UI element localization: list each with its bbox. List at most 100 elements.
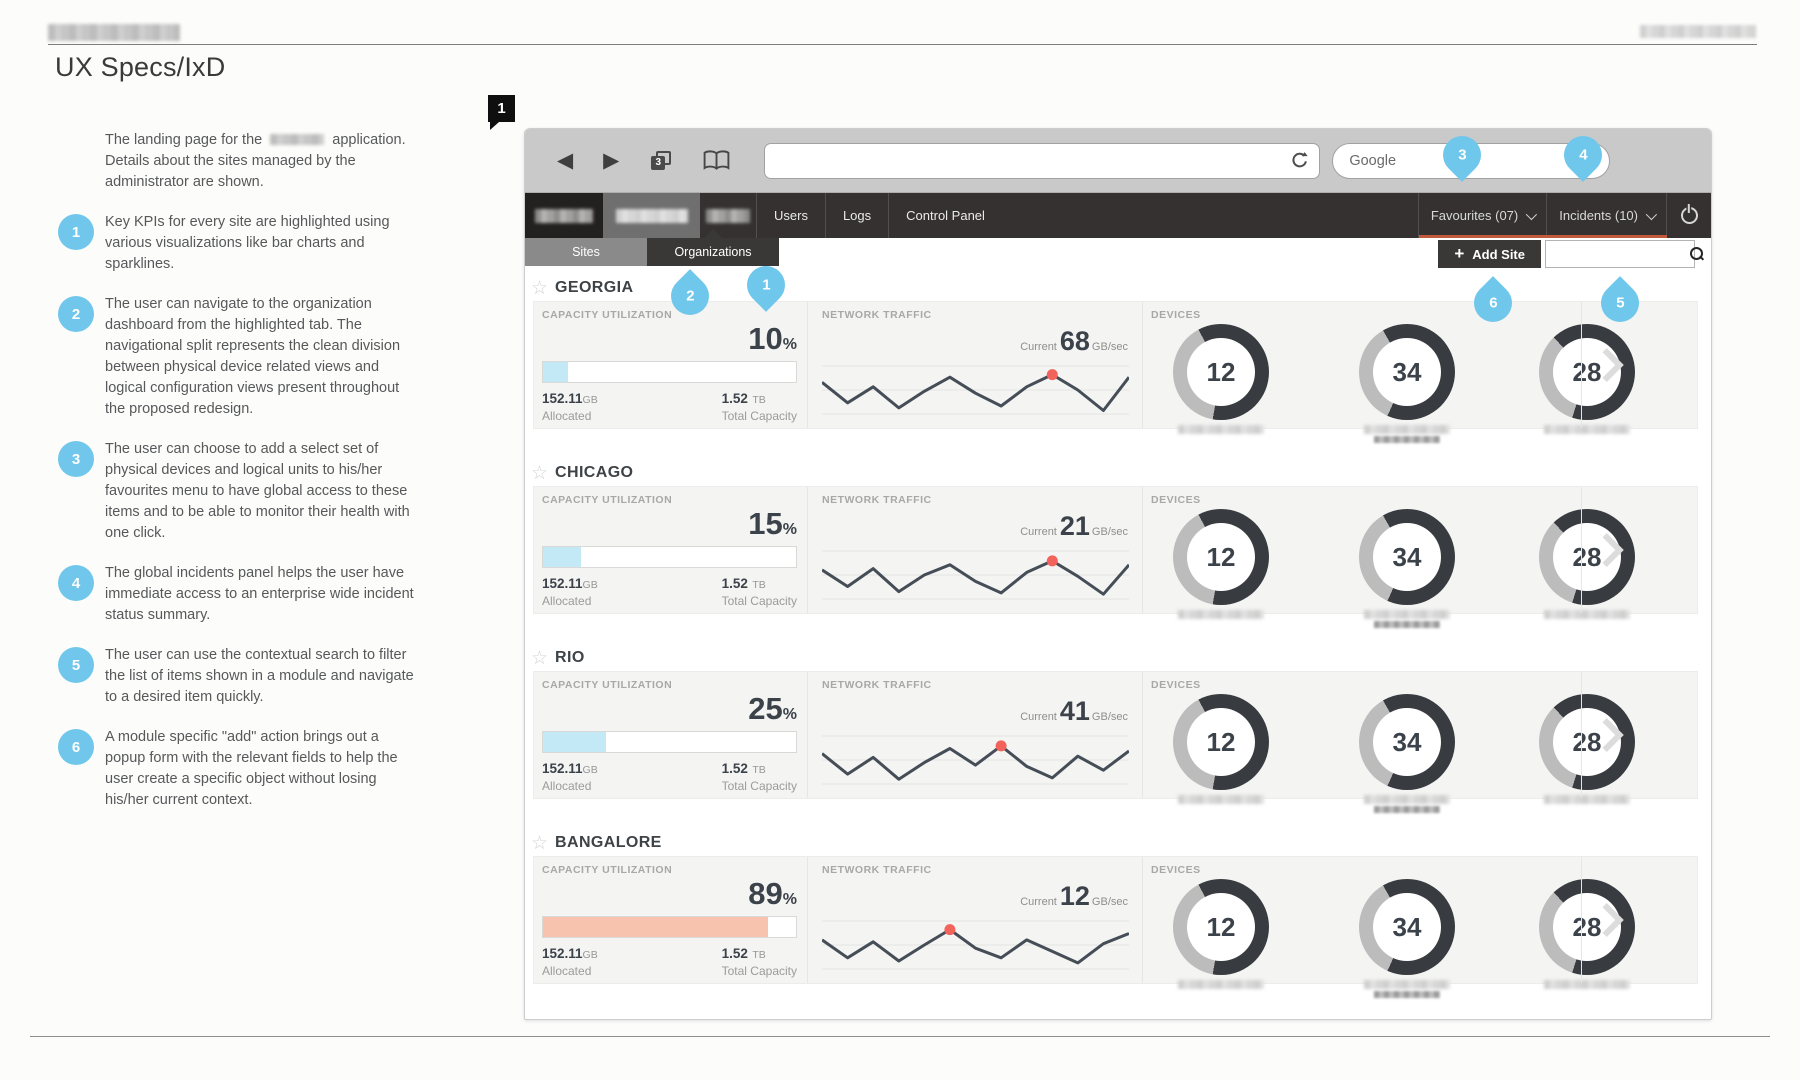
redacted-header-right	[1640, 25, 1756, 38]
annotation-text: The user can choose to add a select set …	[105, 441, 410, 541]
nav-tab-logs[interactable]: Logs	[824, 193, 888, 238]
current-point-dot	[944, 924, 956, 936]
app-navbar: Users Logs Control Panel Favourites (07)…	[525, 193, 1711, 238]
device-count-value: 34	[1373, 523, 1441, 591]
bookmarks-icon[interactable]	[703, 150, 730, 171]
device-donut: 12	[1173, 324, 1269, 443]
redacted-device-type-label-2	[1374, 621, 1440, 628]
capacity-bar-fill	[543, 732, 607, 752]
current-traffic-value: 21	[1059, 511, 1090, 541]
total-stat: 1.52 TB Total Capacity	[722, 945, 797, 978]
redacted-device-type-label	[1178, 610, 1264, 619]
total-label: Total Capacity	[721, 594, 797, 608]
favourite-star-icon[interactable]: ☆	[531, 831, 549, 854]
redacted-device-type-label	[1178, 425, 1264, 434]
allocated-stat: 152.11GB Allocated	[542, 390, 598, 423]
devices-column: DEVICES 12 34 28	[1142, 857, 1640, 998]
capacity-bar-fill	[543, 917, 769, 937]
percent-sign: %	[782, 891, 797, 908]
redacted-device-type-label	[1364, 610, 1450, 619]
site-details-link[interactable]	[1581, 857, 1640, 983]
global-menus: Favourites (07) Incidents (10)	[1417, 193, 1668, 238]
address-bar[interactable]	[764, 142, 1321, 179]
nav-tab-users[interactable]: Users	[756, 193, 825, 238]
site-details-link[interactable]	[1581, 672, 1640, 798]
device-count-ring: 34	[1359, 324, 1455, 420]
browser-forward-button[interactable]: ▶	[603, 148, 620, 172]
nav-tab-redacted-1[interactable]	[525, 193, 603, 238]
redacted-device-type-label	[1364, 425, 1450, 434]
redacted-header-left	[48, 24, 180, 41]
active-tab-caret	[704, 229, 722, 238]
device-count-ring: 28	[1539, 694, 1635, 790]
favourite-star-icon[interactable]: ☆	[531, 646, 549, 669]
current-traffic: Current 41 GB/sec	[822, 696, 1128, 726]
redacted-device-type-label	[1544, 795, 1630, 804]
callout-pin-4: 4	[1556, 128, 1610, 182]
logout-button[interactable]	[1667, 193, 1711, 238]
site-kpi-card: CAPACITY UTILIZATION 89% 152.11GB Alloca…	[533, 856, 1698, 998]
device-count-value: 34	[1373, 338, 1441, 406]
favourites-menu[interactable]: Favourites (07)	[1419, 193, 1548, 238]
allocated-label: Allocated	[542, 409, 592, 423]
device-count-ring: 28	[1539, 879, 1635, 975]
devices-column: DEVICES 12 34 28	[1142, 302, 1640, 443]
device-count-value: 12	[1187, 338, 1255, 406]
allocated-unit: GB	[582, 579, 598, 591]
browser-back-button[interactable]: ◀	[557, 148, 574, 172]
allocated-value: 152.11	[542, 576, 583, 591]
site-details-link[interactable]	[1581, 487, 1640, 613]
favourite-star-icon[interactable]: ☆	[531, 461, 549, 484]
capacity-title: CAPACITY UTILIZATION	[542, 864, 673, 876]
capacity-percent: 25%	[542, 691, 797, 729]
nav-tab-control-panel[interactable]: Control Panel	[888, 193, 1002, 238]
device-count-value: 12	[1187, 708, 1255, 776]
device-donuts: 12 34 28	[1151, 509, 1635, 628]
annotation-list: 1 Key KPIs for every site are highlighted…	[58, 212, 450, 811]
capacity-column: CAPACITY UTILIZATION 89% 152.11GB Alloca…	[534, 857, 807, 983]
capacity-column: CAPACITY UTILIZATION 15% 152.11GB Alloca…	[534, 487, 807, 613]
traffic-title: NETWORK TRAFFIC	[822, 309, 932, 321]
reload-icon[interactable]	[1290, 151, 1309, 170]
tab-sites[interactable]: Sites	[525, 238, 647, 266]
contextual-search-input[interactable]	[1500, 241, 1688, 267]
nav-tab-redacted-2-highlighted[interactable]	[603, 193, 700, 238]
redacted-device-type-label	[1544, 610, 1630, 619]
redacted-device-type-label	[1364, 795, 1450, 804]
allocated-unit: GB	[582, 394, 598, 406]
tab-organizations[interactable]: Organizations	[647, 229, 779, 266]
callout-pin-1: 1	[739, 258, 793, 312]
annotation-number-badge: 6	[58, 729, 94, 765]
annotation-item-2: 2 The user can navigate to the organizati…	[58, 294, 450, 420]
current-label: Current	[1020, 896, 1057, 908]
total-label: Total Capacity	[721, 779, 797, 793]
figure-1-label: 1	[497, 100, 506, 117]
allocated-value: 152.11	[542, 391, 583, 406]
browser-tabs-icon[interactable]: 3	[651, 150, 673, 171]
total-unit: TB	[752, 579, 766, 591]
site-row: ☆ RIO CAPACITY UTILIZATION 25% 152.11GB …	[525, 646, 1711, 813]
annotation-item-3: 3 The user can choose to add a select set…	[58, 439, 450, 544]
incidents-menu[interactable]: Incidents (10)	[1547, 193, 1667, 238]
nav-tab-redacted-3[interactable]	[700, 193, 756, 238]
devices-title: DEVICES	[1151, 864, 1201, 876]
annotation-text: A module specific "add" action brings ou…	[105, 729, 398, 808]
device-count-value: 28	[1553, 523, 1621, 591]
site-kpi-card: CAPACITY UTILIZATION 10% 152.11GB Alloca…	[533, 301, 1698, 443]
favourite-star-icon[interactable]: ☆	[531, 276, 549, 299]
capacity-bar-fill	[543, 362, 569, 382]
site-details-link[interactable]	[1581, 302, 1640, 428]
traffic-sparkline	[822, 735, 1129, 785]
redacted-device-type-label	[1178, 980, 1264, 989]
traffic-unit: GB/sec	[1091, 341, 1128, 353]
plus-icon: +	[1454, 243, 1465, 263]
total-label: Total Capacity	[721, 964, 797, 978]
redacted-device-type-label-2	[1374, 436, 1440, 443]
total-value: 1.52	[721, 391, 748, 406]
device-donuts: 12 34 28	[1151, 694, 1635, 813]
annotation-item-6: 6 A module specific "add" action brings o…	[58, 727, 450, 811]
current-point-dot	[995, 740, 1007, 752]
device-count-ring: 34	[1359, 694, 1455, 790]
current-point-dot	[1046, 555, 1058, 567]
